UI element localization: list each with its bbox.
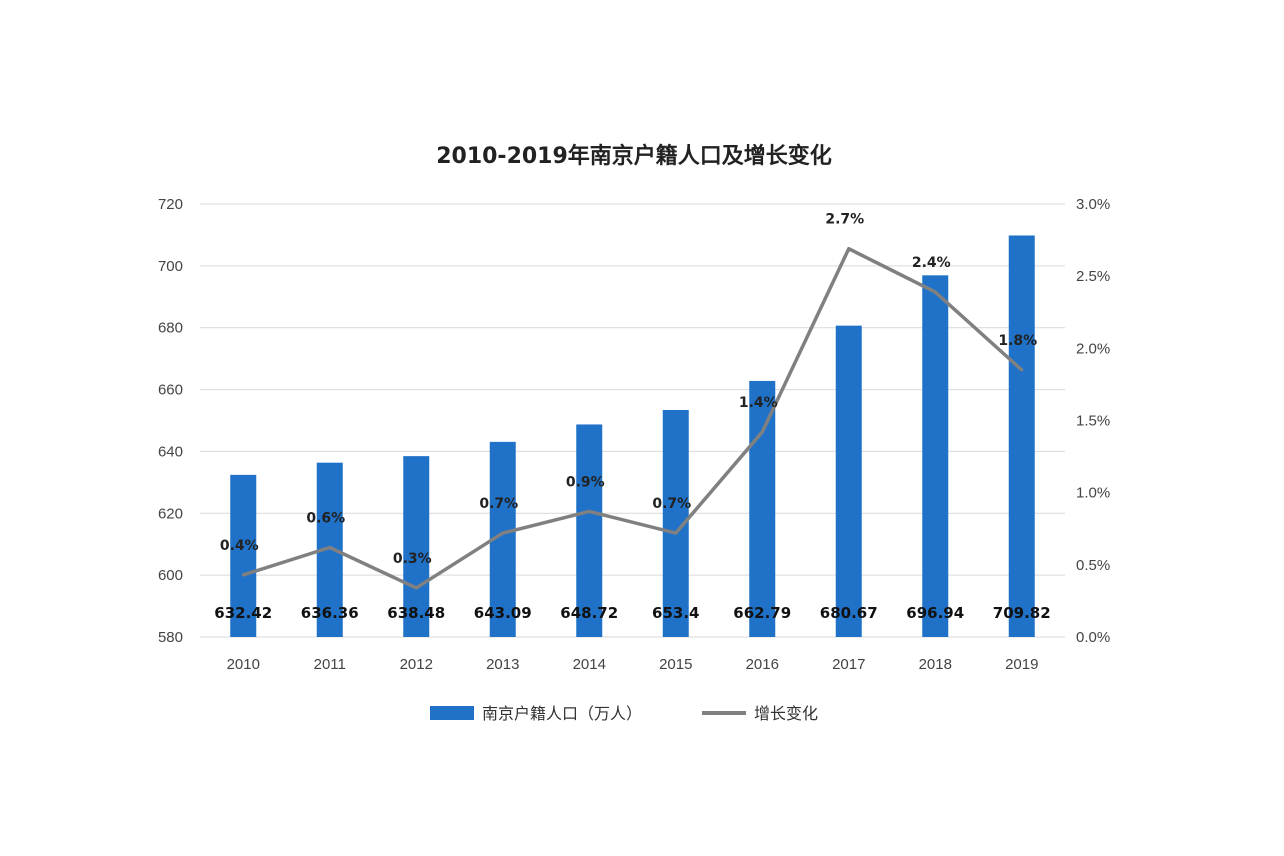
gridlines	[200, 203, 1065, 638]
growth-value-label: 0.7%	[652, 496, 691, 512]
growth-point-2015	[674, 531, 678, 535]
bar-2019	[1008, 235, 1035, 637]
bar-2016	[749, 380, 776, 637]
left-y-tick-label: 580	[158, 629, 183, 646]
bar-series: 632.42 636.36 638.48 643.09 648.72 653.4 662.7…	[214, 235, 1051, 637]
bar-value-label: 636.36	[301, 604, 359, 622]
growth-value-label: 1.4%	[739, 395, 778, 411]
bar-value-label: 696.94	[906, 604, 964, 622]
bar-value-label: 632.42	[214, 604, 272, 622]
growth-point-2018	[933, 290, 937, 294]
bar-2018	[922, 275, 949, 637]
x-tick-label: 2014	[573, 656, 606, 673]
growth-value-label: 0.3%	[393, 551, 432, 567]
x-tick-label: 2011	[314, 656, 346, 673]
bar-value-label: 643.09	[474, 604, 532, 622]
bar-2017	[835, 325, 862, 637]
x-tick-label: 2013	[486, 656, 519, 673]
left-y-axis: 580 600 620 640 660 680 700 720	[158, 196, 183, 646]
legend-label-population: 南京户籍人口（万人）	[482, 704, 642, 723]
growth-point-2017	[847, 247, 851, 251]
growth-value-label: 0.7%	[479, 496, 518, 512]
growth-point-2014	[587, 509, 591, 513]
growth-value-label: 0.4%	[220, 538, 259, 554]
right-y-tick-label: 3.0%	[1076, 196, 1110, 213]
legend-label-growth: 增长变化	[754, 704, 818, 723]
right-y-tick-label: 0.5%	[1076, 557, 1110, 574]
growth-value-label: 2.4%	[912, 255, 951, 271]
chart-title: 2010-2019年南京户籍人口及增长变化	[436, 143, 832, 169]
x-tick-label: 2019	[1005, 656, 1038, 673]
growth-point-2012	[414, 586, 418, 590]
line-series: 0.4% 0.6% 0.3% 0.7% 0.9% 0.7% 1.4% 2.7% 2.4% 1.8%	[220, 212, 1037, 590]
growth-point-2016	[760, 430, 764, 434]
bar-2014	[576, 424, 603, 637]
growth-point-2019	[1020, 368, 1024, 372]
bar-value-label: 653.4	[652, 604, 699, 622]
growth-line	[242, 246, 1023, 590]
left-y-tick-label: 640	[158, 443, 183, 460]
right-y-axis: 0.0% 0.5% 1.0% 1.5% 2.0% 2.5% 3.0%	[1076, 196, 1110, 646]
x-tick-label: 2016	[746, 656, 779, 673]
growth-point-2013	[501, 531, 505, 535]
right-y-tick-label: 1.0%	[1076, 485, 1110, 502]
left-y-tick-label: 720	[158, 196, 183, 213]
bar-value-label: 648.72	[560, 604, 618, 622]
x-axis: 2010 2011 2012 2013 2014 2015 2016 2017 2018 2019	[227, 656, 1039, 673]
right-y-tick-label: 0.0%	[1076, 629, 1110, 646]
growth-value-label: 1.8%	[998, 333, 1037, 349]
legend: 南京户籍人口（万人） 增长变化	[430, 704, 818, 723]
bar-value-label: 709.82	[993, 604, 1051, 622]
left-y-tick-label: 680	[158, 320, 183, 337]
bar-2012	[403, 456, 430, 637]
bar-value-label: 638.48	[387, 604, 445, 622]
bar-2010	[230, 474, 257, 637]
right-y-tick-label: 1.5%	[1076, 413, 1110, 430]
left-y-tick-label: 600	[158, 567, 183, 584]
bar-value-label: 662.79	[733, 604, 791, 622]
legend-swatch-population	[430, 706, 474, 720]
x-tick-label: 2010	[227, 656, 260, 673]
x-tick-label: 2017	[832, 656, 865, 673]
growth-value-label: 0.9%	[566, 474, 605, 490]
bar-value-label: 680.67	[820, 604, 878, 622]
left-y-tick-label: 660	[158, 382, 183, 399]
x-tick-label: 2018	[919, 656, 952, 673]
x-tick-label: 2015	[659, 656, 692, 673]
x-tick-label: 2012	[400, 656, 433, 673]
left-y-tick-label: 700	[158, 258, 183, 275]
right-y-tick-label: 2.5%	[1076, 268, 1110, 285]
growth-value-label: 0.6%	[306, 511, 345, 527]
right-y-tick-label: 2.0%	[1076, 340, 1110, 357]
growth-point-2011	[328, 546, 332, 550]
growth-value-label: 2.7%	[825, 212, 864, 228]
left-y-tick-label: 620	[158, 505, 183, 522]
growth-point-2010	[241, 573, 245, 577]
